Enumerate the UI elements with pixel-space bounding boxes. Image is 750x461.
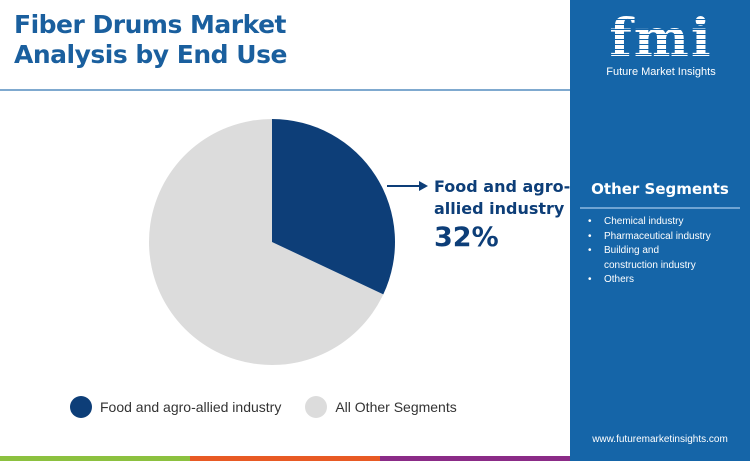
brand-name: Future Market Insights [606, 66, 716, 78]
title-line-2: Analysis by End Use [14, 40, 287, 69]
list-item: Building and construction industry [588, 244, 698, 273]
legend-swatch-food [70, 396, 92, 418]
title-line-1: Fiber Drums Market [14, 10, 286, 39]
callout-label-2: allied industry [434, 199, 565, 218]
page-title: Fiber Drums Market Analysis by End Use [14, 10, 287, 70]
side-panel: fmi Future Market Insights Other Segment… [570, 0, 750, 461]
list-item: Chemical industry [588, 215, 748, 230]
footer-bar-purple [380, 456, 570, 461]
callout-label-1: Food and agro- [434, 177, 571, 196]
legend: Food and agro-allied industry All Other … [70, 396, 481, 418]
pie-slice-1 [148, 119, 384, 365]
legend-label-food: Food and agro-allied industry [100, 399, 282, 415]
callout: Food and agro- allied industry 32% [434, 176, 570, 256]
legend-item-other: All Other Segments [305, 396, 457, 418]
pie-chart [148, 119, 428, 365]
website-url[interactable]: www.futuremarketinsights.com [592, 434, 728, 445]
footer-bar-green [0, 456, 190, 461]
footer-bar-blue [570, 456, 750, 461]
list-item: Pharmaceutical industry [588, 230, 748, 245]
list-item: Others [588, 273, 748, 288]
footer-bar-orange [190, 456, 380, 461]
pie-slice-0 [272, 119, 395, 295]
footer-color-bar [0, 456, 750, 461]
legend-label-other: All Other Segments [335, 399, 457, 415]
other-segments-list: Chemical industry Pharmaceutical industr… [588, 215, 748, 288]
other-segments-divider [580, 207, 740, 209]
logo-mark: fmi [596, 10, 726, 68]
other-segments-title: Other Segments [591, 180, 729, 198]
legend-item-food: Food and agro-allied industry [70, 396, 281, 418]
legend-swatch-other [305, 396, 328, 418]
title-divider [0, 89, 570, 91]
callout-value: 32% [434, 222, 499, 253]
fmi-logo: fmi Future Market Insights [596, 10, 726, 79]
callout-arrow-icon [419, 181, 428, 191]
